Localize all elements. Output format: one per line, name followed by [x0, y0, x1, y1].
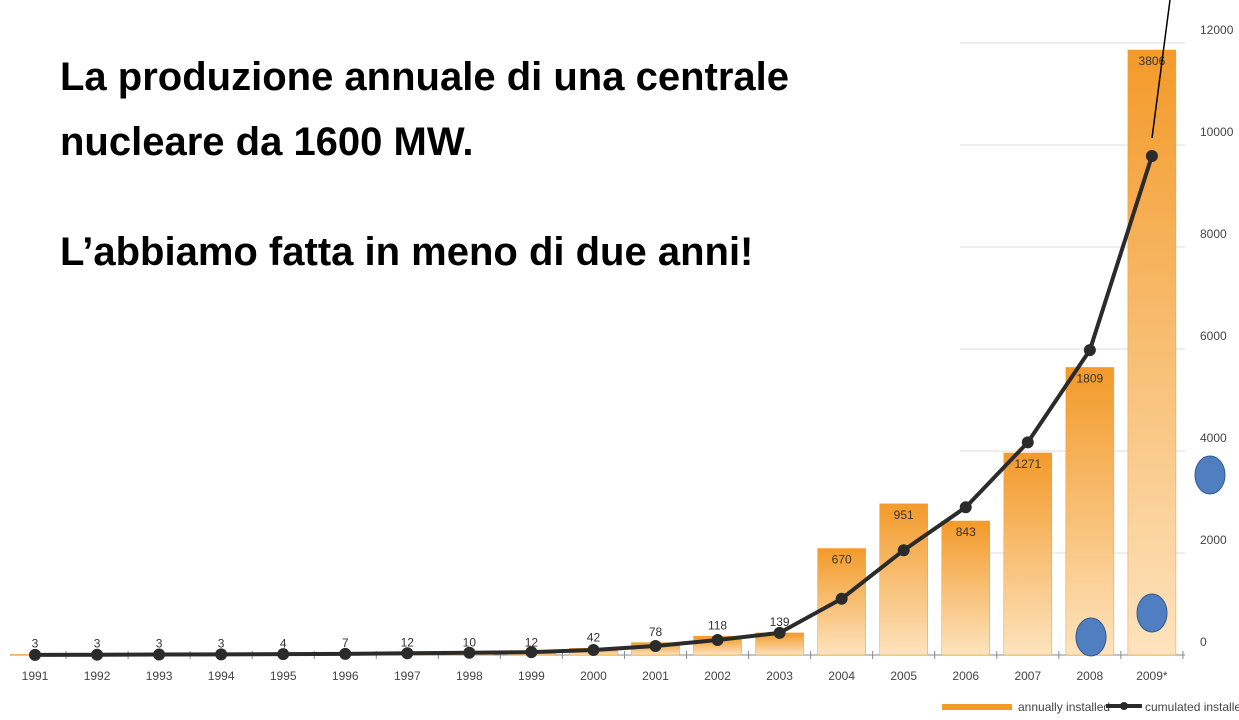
line-point — [215, 648, 227, 660]
line-point — [712, 634, 724, 646]
line-point — [339, 648, 351, 660]
value-label: 78 — [649, 625, 663, 639]
x-tick-label: 2002 — [704, 669, 731, 683]
x-tick-label: 2006 — [952, 669, 979, 683]
x-tick-label: 2005 — [890, 669, 917, 683]
legend-swatch — [1120, 702, 1128, 710]
x-tick-label: 2008 — [1076, 669, 1103, 683]
y-tick-label: 4000 — [1200, 431, 1227, 445]
line-point — [1146, 150, 1158, 162]
legend-label: cumulated installed — [1145, 700, 1239, 714]
bar — [880, 504, 928, 655]
y-tick-label: 2000 — [1200, 533, 1227, 547]
x-tick-label: 1993 — [146, 669, 173, 683]
line-point — [153, 649, 165, 661]
annotation: La produzione annuale di una centrale — [60, 55, 789, 99]
y-tick-label: 12000 — [1200, 23, 1234, 37]
line-point — [960, 501, 972, 513]
annotation: nucleare da 1600 MW. — [60, 120, 474, 164]
line-point — [650, 640, 662, 652]
value-label: 1809 — [1076, 372, 1103, 386]
value-label: 843 — [956, 525, 976, 539]
bar — [1128, 50, 1176, 655]
line-point — [277, 648, 289, 660]
x-tick-label: 1998 — [456, 669, 483, 683]
line-point — [836, 593, 848, 605]
legend-swatch — [942, 704, 1012, 710]
y-tick-label: 10000 — [1200, 125, 1234, 139]
x-tick-label: 2007 — [1014, 669, 1041, 683]
x-tick-label: 1991 — [22, 669, 49, 683]
value-label: 951 — [894, 508, 914, 522]
line-point — [401, 647, 413, 659]
line-point — [91, 649, 103, 661]
y-tick-label: 0 — [1200, 635, 1207, 649]
x-tick-label: 1997 — [394, 669, 421, 683]
line-point — [587, 644, 599, 656]
marker-dot — [1076, 618, 1106, 656]
value-label: 3 — [32, 637, 39, 651]
value-label: 670 — [832, 553, 852, 567]
x-tick-label: 2009* — [1136, 669, 1168, 683]
x-tick-label: 1992 — [84, 669, 111, 683]
line-point — [29, 649, 41, 661]
x-tick-label: 1996 — [332, 669, 359, 683]
value-label: 118 — [708, 618, 727, 632]
marker-dot — [1137, 594, 1167, 632]
x-tick-label: 2000 — [580, 669, 607, 683]
x-tick-label: 1999 — [518, 669, 545, 683]
y-tick-label: 8000 — [1200, 227, 1227, 241]
value-label: 3 — [94, 637, 101, 651]
x-tick-label: 2001 — [642, 669, 669, 683]
x-tick-label: 1994 — [208, 669, 235, 683]
legend-label: annually installed — [1018, 700, 1110, 714]
marker-dot — [1195, 456, 1225, 494]
bar — [1004, 453, 1052, 655]
line-point — [774, 627, 786, 639]
line-point — [525, 646, 537, 658]
value-label: 1271 — [1014, 457, 1041, 471]
line-point — [898, 544, 910, 556]
line-point — [1084, 344, 1096, 356]
annotation: L’abbiamo fatta in meno di due anni! — [60, 230, 753, 274]
value-label: 42 — [587, 630, 601, 644]
line-point — [463, 647, 475, 659]
bar — [1066, 367, 1114, 655]
line-point — [1022, 436, 1034, 448]
x-tick-label: 2003 — [766, 669, 793, 683]
y-tick-label: 6000 — [1200, 329, 1227, 343]
x-tick-label: 2004 — [828, 669, 855, 683]
bar — [942, 521, 990, 655]
value-label: 12 — [401, 635, 415, 649]
x-tick-label: 1995 — [270, 669, 297, 683]
